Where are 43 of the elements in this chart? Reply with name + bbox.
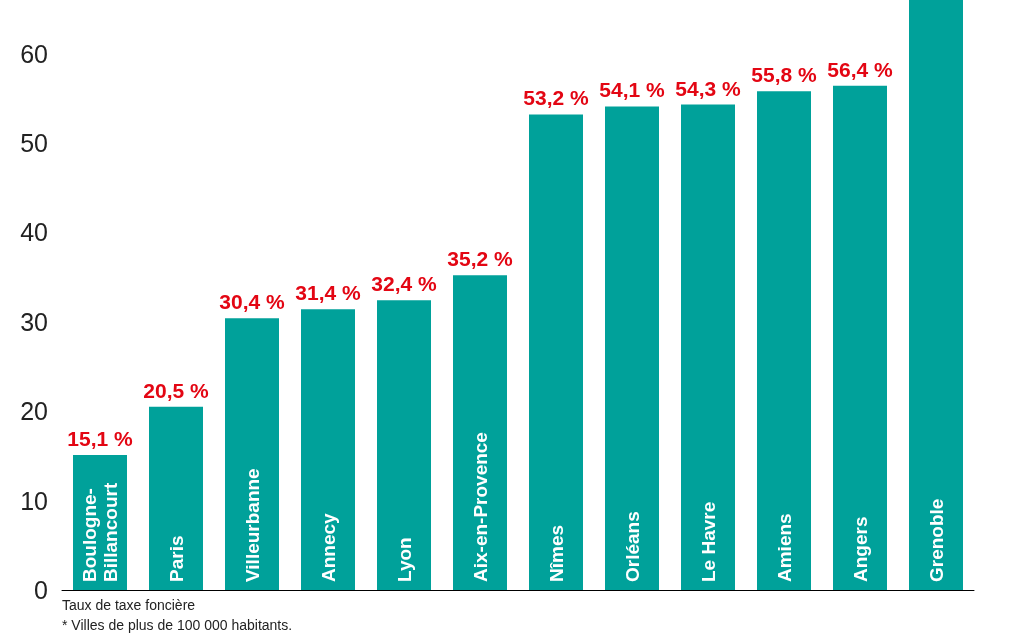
- data-label: 54,3 %: [675, 76, 742, 100]
- bar: [453, 275, 507, 590]
- bar: [909, 0, 963, 590]
- x-tick-label: Annecy: [317, 512, 339, 582]
- x-tick-label: Angers: [849, 516, 871, 582]
- y-tick-label: 30: [20, 307, 48, 336]
- data-label: 20,5 %: [143, 378, 210, 402]
- bar: [149, 406, 203, 590]
- text: * Villes de plus de 100 000 habitants.: [62, 617, 293, 633]
- x-tick-label: Lyon: [393, 537, 415, 582]
- data-label: 55,8 %: [751, 63, 818, 87]
- data-label: 54,1 %: [599, 78, 666, 102]
- data-label: 35,2 %: [447, 247, 514, 271]
- bar: [757, 91, 811, 590]
- data-label: 15,1 %: [67, 427, 134, 451]
- x-tick-label: Amiens: [773, 513, 795, 582]
- bar: [225, 318, 279, 590]
- x-tick-label: Villeurbanne: [241, 468, 263, 582]
- x-tick-label: Paris: [165, 535, 187, 582]
- text: Taux de taxe foncière: [62, 597, 196, 613]
- bar: [681, 104, 735, 590]
- x-tick-label: Le Havre: [697, 501, 719, 582]
- bar: [833, 85, 887, 590]
- x-tick-label: Orléans: [621, 511, 643, 582]
- y-tick-label: 0: [34, 576, 48, 604]
- data-label: 56,4 %: [827, 57, 894, 81]
- y-tick-label: 10: [20, 486, 48, 515]
- data-label: 31,4 %: [295, 281, 362, 305]
- bar: [301, 309, 355, 590]
- y-tick-label: 20: [20, 397, 48, 426]
- bar: [605, 106, 659, 590]
- x-tick-label: Nîmes: [545, 524, 567, 582]
- y-tick-label: 40: [20, 218, 48, 247]
- data-label: 30,4 %: [219, 290, 286, 314]
- bar: [377, 300, 431, 590]
- x-tick-label: Grenoble: [925, 498, 947, 582]
- x-tick-label: Aix-en-Provence: [469, 432, 491, 582]
- data-label: 32,4 %: [371, 272, 438, 296]
- data-label: 53,2 %: [523, 86, 590, 110]
- x-tick-label: Boulogne-Billancourt: [79, 482, 121, 582]
- bar: [529, 114, 583, 590]
- y-tick-label: 50: [20, 129, 48, 158]
- y-tick-label: 60: [20, 39, 48, 68]
